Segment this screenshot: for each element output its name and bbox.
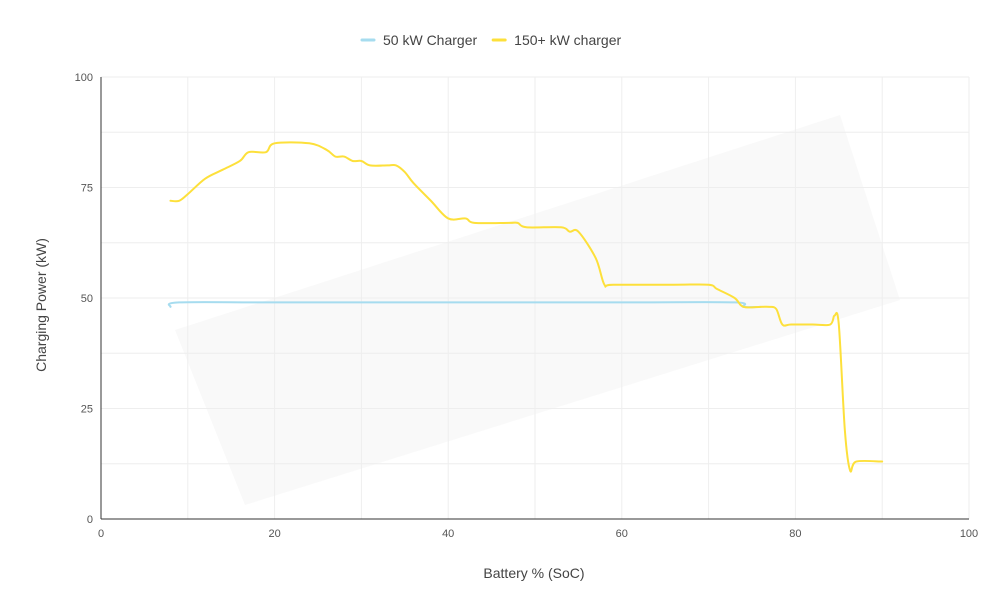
legend-label-1: 50 kW Charger: [383, 32, 477, 48]
x-tick-label: 60: [616, 528, 628, 540]
x-axis-title: Battery % (SoC): [483, 565, 584, 581]
x-tick-label: 40: [442, 528, 454, 540]
x-tick-label: 20: [268, 528, 280, 540]
x-tick-label: 80: [789, 528, 801, 540]
grid-lines: [101, 76, 970, 519]
x-tick-label: 100: [960, 528, 978, 540]
axes: [100, 77, 969, 520]
watermark-shape: [175, 115, 900, 505]
y-tick-label: 0: [87, 514, 93, 526]
y-axis-ticks: 0 25 50 75 100: [75, 72, 93, 526]
legend-label-2: 150+ kW charger: [514, 32, 621, 48]
y-tick-label: 25: [81, 404, 93, 416]
legend: 50 kW Charger 150+ kW charger: [360, 32, 621, 48]
y-tick-label: 100: [75, 72, 93, 84]
x-tick-label: 0: [98, 528, 104, 540]
series-layer: [167, 141, 884, 473]
y-axis-title: Charging Power (kW): [33, 238, 49, 372]
x-axis-ticks: 0 20 40 60 80 100: [98, 528, 978, 540]
background-watermark: [175, 115, 900, 505]
y-tick-label: 50: [81, 293, 93, 305]
y-tick-label: 75: [81, 183, 93, 195]
series-line-1: [167, 301, 762, 309]
series-line-2: [169, 141, 884, 473]
